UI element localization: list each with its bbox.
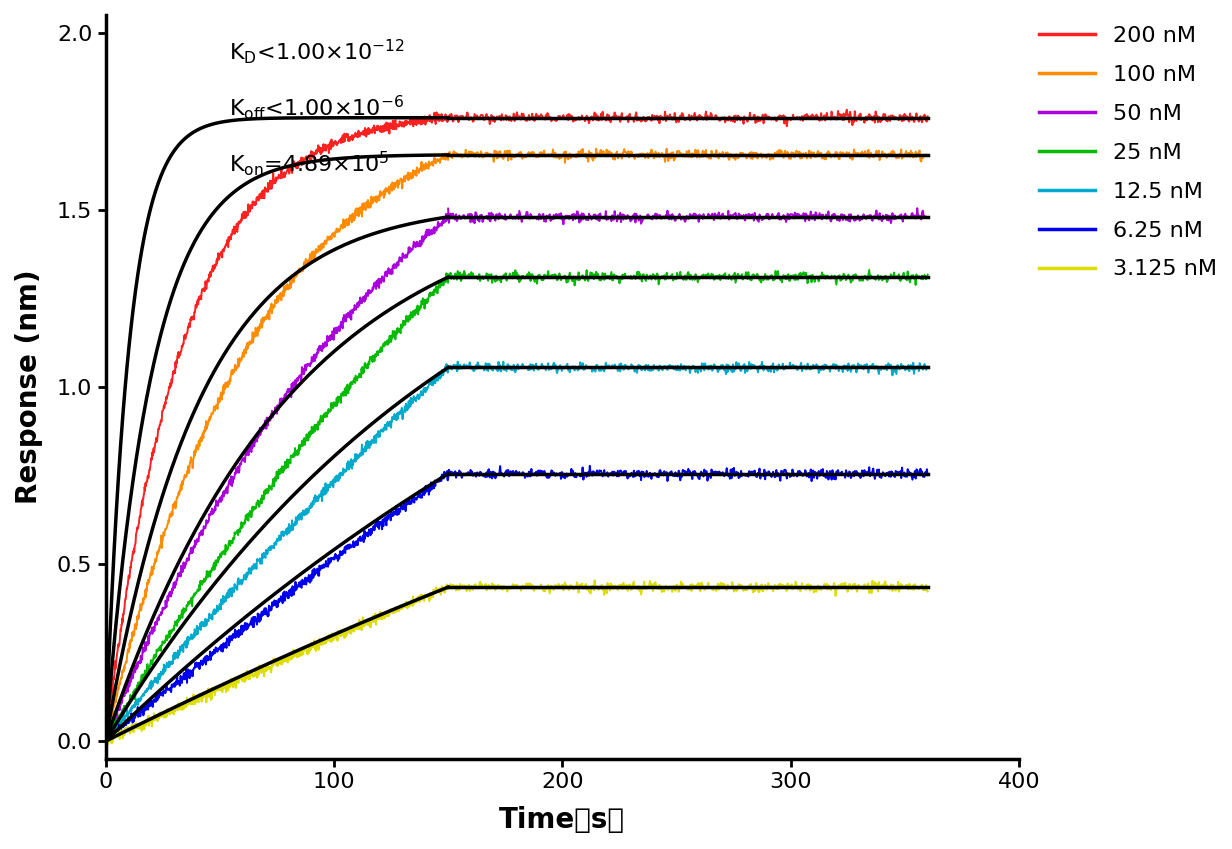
Text: K$_{\mathregular{on}}$=4.89×10$^{5}$: K$_{\mathregular{on}}$=4.89×10$^{5}$ [229,149,389,177]
X-axis label: Time（s）: Time（s） [499,806,626,834]
Y-axis label: Response (nm): Response (nm) [15,270,43,504]
Text: K$_{\mathregular{D}}$<1.00×10$^{-12}$: K$_{\mathregular{D}}$<1.00×10$^{-12}$ [229,37,405,66]
Text: K$_{\mathregular{off}}$<1.00×10$^{-6}$: K$_{\mathregular{off}}$<1.00×10$^{-6}$ [229,93,404,122]
Legend: 200 nM, 100 nM, 50 nM, 25 nM, 12.5 nM, 6.25 nM, 3.125 nM: 200 nM, 100 nM, 50 nM, 25 nM, 12.5 nM, 6… [1040,26,1216,279]
